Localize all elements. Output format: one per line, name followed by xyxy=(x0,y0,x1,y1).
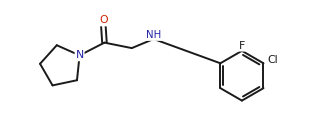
Text: NH: NH xyxy=(146,30,161,40)
Text: N: N xyxy=(76,50,84,60)
Text: F: F xyxy=(239,41,245,51)
Text: O: O xyxy=(99,15,108,25)
Text: Cl: Cl xyxy=(268,55,278,65)
